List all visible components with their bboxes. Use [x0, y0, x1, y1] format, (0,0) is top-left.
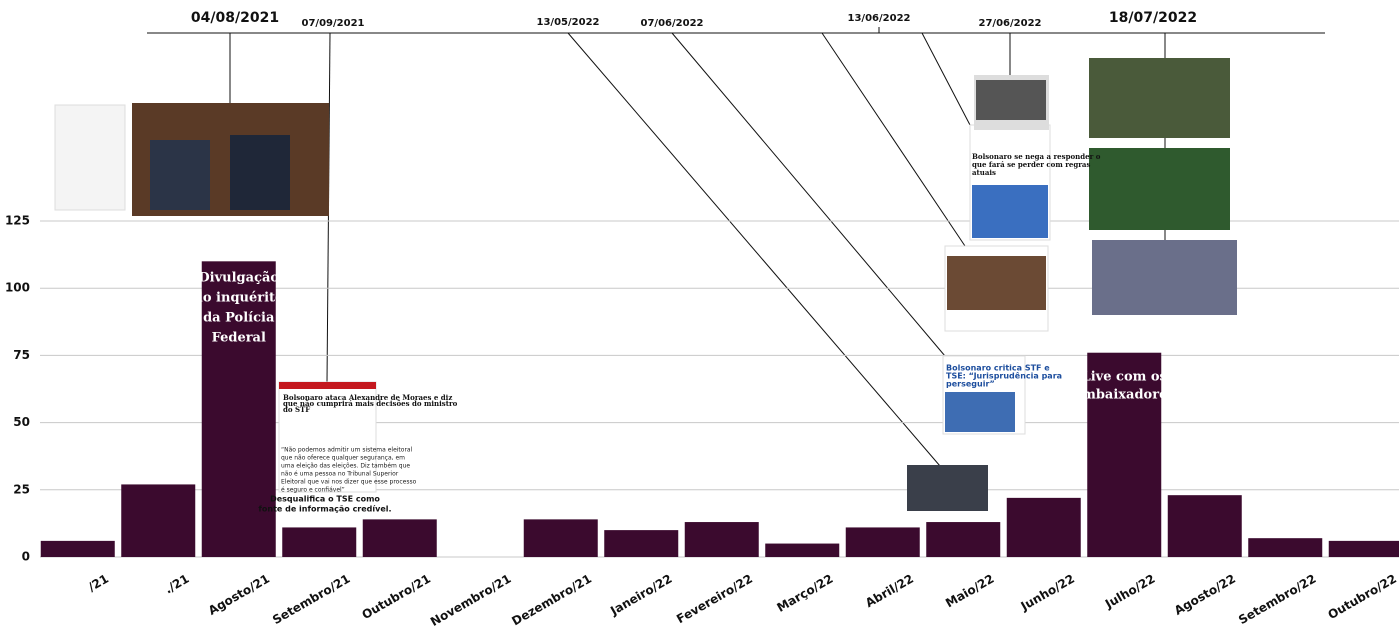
photo: [972, 185, 1048, 238]
x-tick-label: Junho/22: [1018, 572, 1077, 614]
x-tick-label: Setembro/22: [1236, 572, 1318, 628]
bar: [845, 527, 920, 557]
photo-figure: [230, 135, 290, 210]
news-clipping: [278, 381, 377, 493]
bar: [201, 261, 276, 557]
clipping-text: Bolsonaro critica STF e: [946, 364, 1050, 373]
x-tick-label: Novembro/21: [428, 572, 513, 629]
clipping-text: do STF: [283, 405, 310, 414]
bar: [523, 519, 598, 557]
bar: [1006, 497, 1081, 557]
event-date: 13/05/2022: [537, 17, 600, 28]
clipping-text: Bolsonaro se nega a responder o: [972, 152, 1101, 161]
photo-figure: [150, 140, 210, 210]
bar: [1328, 540, 1399, 557]
x-tick-label: Outubro/22: [1325, 572, 1399, 623]
x-tick-label: Maio/22: [943, 572, 996, 611]
news-header: [279, 382, 376, 389]
caption: Desqualifica o TSE como: [270, 495, 380, 504]
y-tick-label: 0: [22, 550, 30, 564]
event-date: 27/06/2022: [979, 18, 1042, 29]
event-date: 04/08/2021: [191, 10, 279, 26]
event-date: 13/06/2022: [848, 13, 911, 24]
connector: [671, 32, 946, 357]
clipping-text: que fará se perder com regras: [972, 160, 1090, 169]
bar-note: do inquérito: [194, 291, 284, 306]
photo: [1092, 240, 1237, 315]
bar: [765, 543, 840, 557]
connector: [921, 32, 971, 126]
caption: fonte de informação credível.: [258, 505, 391, 514]
bar-note: Federal: [212, 331, 266, 346]
clipping-text: Eleitoral que vai nos dizer que esse pro…: [281, 479, 417, 486]
photo: [907, 465, 988, 511]
bar: [282, 527, 357, 557]
x-tick-label: Dezembro/21: [509, 572, 594, 629]
bar: [1167, 495, 1242, 557]
bar: [40, 540, 115, 557]
y-tick-label: 25: [13, 482, 30, 496]
bar-note: Live com os: [1082, 370, 1167, 385]
bar-note: da Polícia: [203, 311, 275, 326]
clipping-text: TSE: “Jurisprudência para: [946, 371, 1062, 381]
bar: [604, 530, 679, 557]
photo: [947, 256, 1046, 310]
bar: [362, 519, 437, 557]
x-tick-label: Julho/22: [1102, 572, 1157, 612]
bar: [684, 522, 759, 557]
photo: [945, 392, 1015, 432]
document-image: [54, 104, 126, 211]
bar: [1248, 538, 1323, 557]
clipping-text: perseguir”: [946, 380, 995, 389]
clipping-text: Bolsonaro ataca Alexandre de Moraes e di…: [283, 393, 452, 402]
x-tick-label: Fevereiro/22: [674, 572, 755, 627]
bar-note: embaixadores: [1074, 388, 1175, 403]
bar: [121, 484, 196, 557]
bar: [926, 522, 1001, 557]
x-tick-label: Abril/22: [863, 572, 916, 611]
clipping-text: “Não podemos admitir um sistema eleitora…: [281, 447, 413, 454]
event-date: 18/07/2022: [1109, 10, 1197, 26]
event-date: 07/09/2021: [302, 18, 365, 29]
clipping-text: não é uma pessoa no Tribunal Superior: [281, 471, 399, 478]
y-tick-label: 125: [5, 214, 30, 228]
x-tick-label: Agosto/21: [206, 572, 272, 618]
x-tick-label: Janeiro/22: [607, 572, 674, 619]
connector: [821, 32, 966, 247]
x-tick-label: ./21: [162, 572, 191, 597]
clipping-text: é seguro e confiável”: [281, 487, 345, 494]
photo: [1089, 58, 1230, 138]
bar: [1087, 352, 1162, 557]
x-tick-label: Outubro/21: [359, 572, 433, 623]
connector: [567, 32, 941, 467]
bar-note: Divulgação: [198, 271, 279, 286]
y-tick-label: 75: [13, 348, 30, 362]
photo: [1089, 148, 1230, 230]
y-tick-label: 50: [13, 415, 30, 429]
clipping-text: que não cumprirá mais decisões do minist…: [283, 399, 458, 408]
event-date: 07/06/2022: [641, 18, 704, 29]
photo: [976, 80, 1046, 120]
x-tick-label: Setembro/21: [270, 572, 352, 628]
y-tick-label: 100: [5, 281, 30, 295]
clipping-text: atuais: [972, 168, 996, 177]
x-tick-label: Março/22: [774, 572, 835, 615]
clipping-text: uma eleição das eleições. Diz também que: [281, 463, 410, 470]
x-tick-label: /21: [86, 572, 111, 595]
clipping-text: que não oferece qualquer segurança, em: [281, 455, 405, 462]
x-tick-label: Agosto/22: [1172, 572, 1238, 618]
